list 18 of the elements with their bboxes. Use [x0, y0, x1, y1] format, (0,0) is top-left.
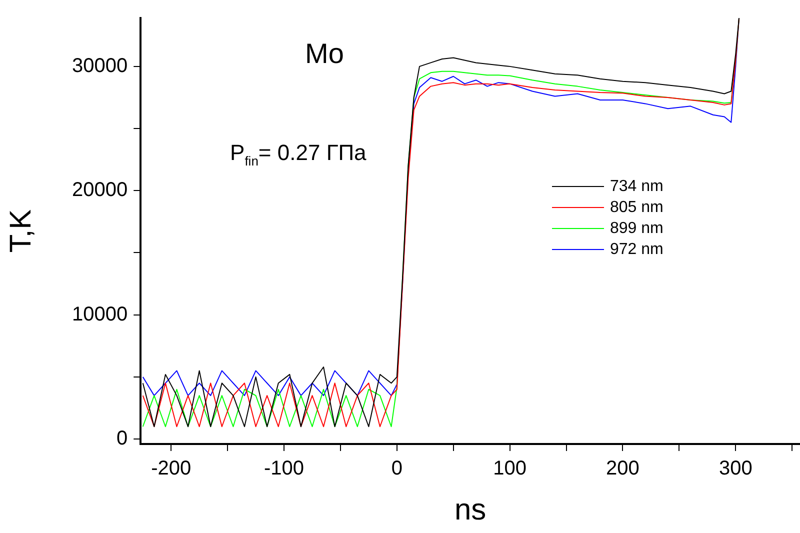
y-tick-label: 0 [116, 428, 128, 450]
legend-label: 734 nm [610, 178, 664, 196]
y-tick-label: 10000 [72, 303, 128, 326]
annotation: P$_{fin}$= 0.27 ГПа [230, 140, 366, 168]
x-tick-label: 300 [718, 458, 752, 480]
x-tick-label: 200 [606, 458, 640, 480]
y-axis-title: T,K [4, 209, 38, 253]
y-tick-label: 20000 [72, 179, 128, 202]
annotation: Mo [305, 38, 344, 70]
y-tick-label: 30000 [72, 54, 128, 77]
x-tick-label: -200 [151, 458, 192, 480]
x-tick-label: 100 [493, 458, 527, 480]
x-tick-label: -100 [264, 458, 304, 480]
legend-label: 805 nm [610, 198, 664, 216]
legend-label: 899 nm [610, 220, 664, 238]
x-axis-title: ns [454, 493, 486, 526]
x-tick-label: 0 [391, 458, 402, 480]
legend-label: 972 nm [610, 240, 664, 258]
